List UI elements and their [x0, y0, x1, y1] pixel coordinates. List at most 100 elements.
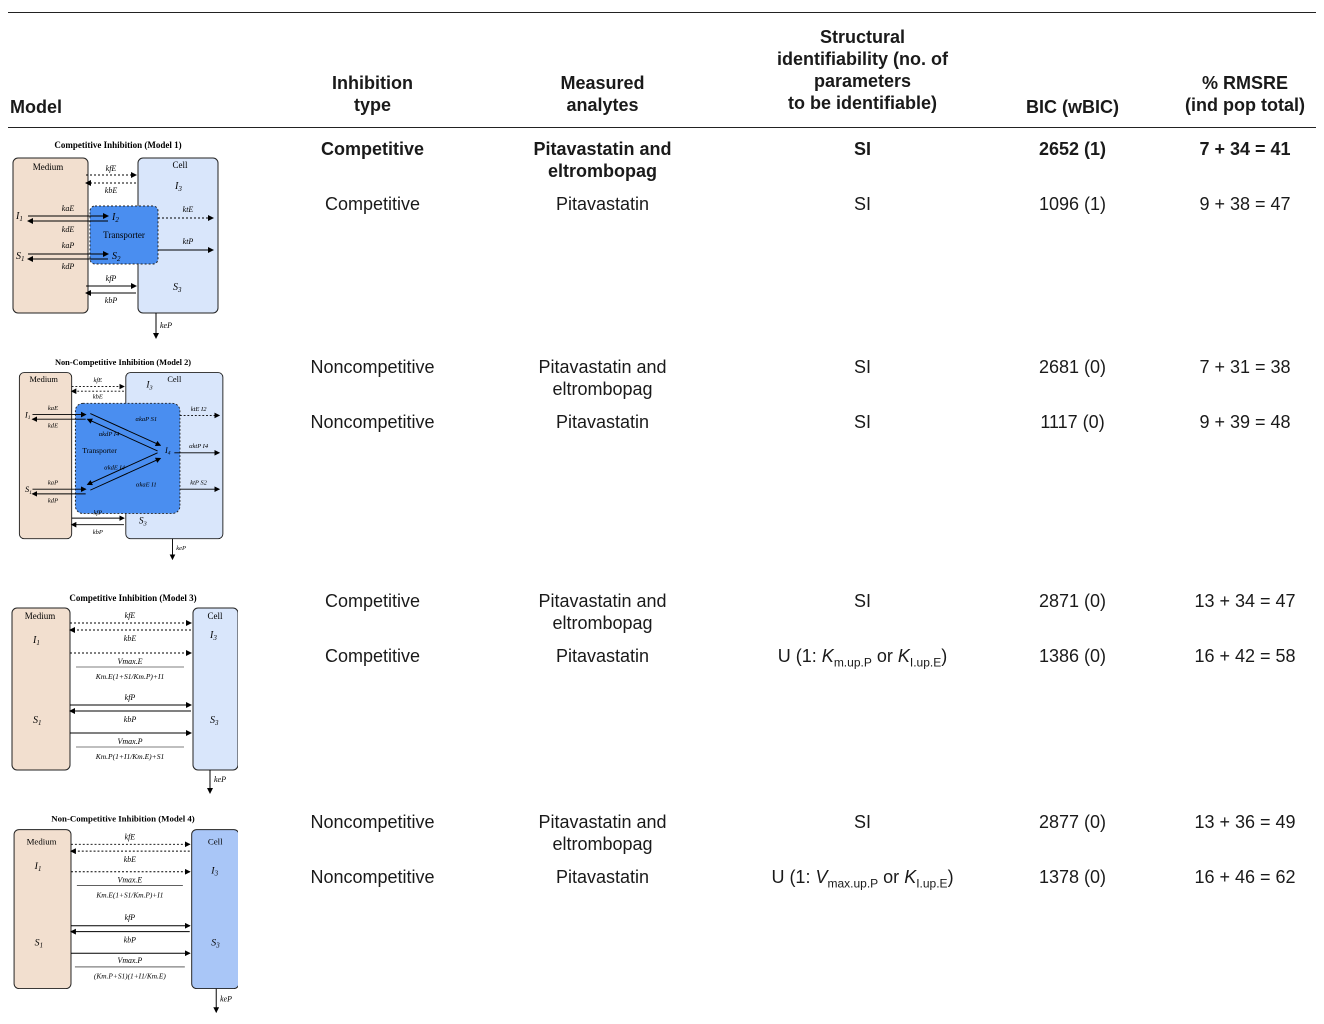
header-structural-identifiability: Structural identifiability (no. of param… [777, 27, 948, 113]
m1-r1-rmsre: 7 + 34 = 41 [1199, 139, 1291, 159]
model-4-S3: S3 [211, 937, 220, 949]
model-3-kbE: kbE [124, 634, 137, 643]
m3-r1-bic: 2871 (0) [1038, 591, 1107, 611]
m1-r1-inhibition: Competitive [320, 139, 425, 159]
m4-r2-inhibition: Noncompetitive [310, 867, 435, 887]
m2-r1-bic: 2681 (0) [1038, 357, 1107, 377]
m2-r2-inhibition: Noncompetitive [310, 412, 435, 432]
m3-r2-bic: 1386 (0) [1038, 646, 1107, 666]
m3-si-s1: m.up.P [833, 655, 872, 670]
model-2-kbE: kbE [93, 394, 103, 401]
model-1-cell-label: Cell [173, 160, 188, 170]
model-2-akaP-S1: αkaP S1 [136, 416, 158, 423]
m3-r1-rmsre: 13 + 34 = 47 [1194, 591, 1296, 611]
model-4-cell-box [191, 829, 238, 990]
model-3-cell-label: Cell [208, 611, 223, 621]
m1-r2-si: SI [853, 194, 871, 214]
m4-r1-analytes: Pitavastatin and eltrombopag [538, 812, 667, 854]
m3-r1-inhibition: Competitive [324, 591, 421, 611]
m4-si-p2: K [904, 867, 917, 887]
model-2-aktP-I4: αktP I4 [189, 443, 209, 450]
model-2-diagram: Non-Competitive Inhibition (Model 2) Med… [18, 358, 224, 561]
m3-si-post: ) [941, 646, 948, 666]
m3-si-p2: K [897, 646, 910, 666]
m4-r2-rmsre: 16 + 46 = 62 [1194, 867, 1296, 887]
m3-si-s2: I.up.E [909, 655, 942, 670]
m2-r1-si: SI [853, 357, 871, 377]
model-1-kbP: kbP [105, 296, 118, 305]
model-3-S1: S1 [33, 715, 42, 727]
m4-si-s2: I.up.E [916, 876, 948, 891]
model-4-medium-box [13, 829, 72, 990]
model-3-medium-label: Medium [25, 611, 56, 621]
model-3-S3: S3 [210, 715, 219, 727]
model-3-keP: keP [214, 775, 226, 784]
model-2-keP: keP [176, 545, 186, 552]
m4-r2-si: U (1: Vmax.up.P or KI.up.E) [745, 866, 980, 895]
model-2-kfE: kfE [93, 377, 102, 384]
model-2-kbP: kbP [93, 529, 103, 536]
model-2-medium-label: Medium [29, 375, 58, 384]
m2-r2-rmsre: 9 + 39 = 48 [1199, 412, 1291, 432]
m3-r1-analytes: Pitavastatin and eltrombopag [538, 591, 667, 633]
model-1-title: Competitive Inhibition (Model 1) [54, 140, 181, 150]
model-4-kfE: kfE [125, 832, 136, 841]
model-1-diagram: Competitive Inhibition (Model 1) Medium … [12, 140, 219, 339]
header-measured-analytes: Measured analytes [560, 73, 645, 115]
model-2-ktP-S2: ktP S2 [190, 480, 207, 487]
model-1-I1: I1 [15, 211, 23, 223]
model-1-kfE: kfE [106, 164, 117, 173]
model-1-ktP: ktP [183, 237, 194, 246]
m4-r1-bic: 2877 (0) [1038, 812, 1107, 832]
model-2-akdP-I4: αkdP I4 [99, 431, 120, 438]
m3-r2-rmsre: 16 + 42 = 58 [1194, 646, 1296, 666]
m4-si-post: ) [947, 867, 954, 887]
m2-r2-analytes: Pitavastatin [555, 412, 650, 432]
m4-si-mid: or [878, 867, 905, 887]
model-1-medium-box [12, 157, 89, 314]
m4-si-pre: U (1: [771, 867, 816, 887]
header-model: Model [10, 97, 62, 117]
m1-r2-inhibition: Competitive [324, 194, 421, 214]
table-top-rule [8, 12, 1316, 13]
model-1-medium-label: Medium [33, 162, 64, 172]
m3-r2-inhibition: Competitive [324, 646, 421, 666]
model-1-ktE: ktE [183, 205, 194, 214]
model-2-I1: I1 [24, 410, 31, 421]
model-3-diagram: Competitive Inhibition (Model 3) Medium … [11, 593, 238, 794]
m4-r1-rmsre: 13 + 36 = 49 [1194, 812, 1296, 832]
model-2-akdE-I4: αkdE I4 [104, 465, 125, 472]
model-2-transporter-label: Transporter [82, 446, 117, 455]
model-1-kfP: kfP [106, 274, 117, 283]
model-4-medium-label: Medium [27, 836, 57, 846]
model-2-S3: S3 [139, 517, 148, 528]
m3-r2-si: U (1: Km.up.P or KI.up.E) [745, 645, 980, 674]
m4-r2-analytes: Pitavastatin [555, 867, 650, 887]
model-4-cell-label: Cell [208, 836, 223, 846]
m1-r1-si: SI [853, 139, 871, 159]
model-4-kbP: kbP [124, 935, 136, 944]
model-4-I1: I1 [34, 861, 42, 873]
model-2-medium-box [18, 372, 73, 540]
model-4-denE: Km.E(1+S1/Km.P)+I1 [95, 890, 163, 899]
table-header-rule [8, 127, 1316, 128]
m3-r2-analytes: Pitavastatin [555, 646, 650, 666]
m3-si-mid: or [871, 646, 898, 666]
model-3-I1: I1 [32, 635, 40, 647]
m4-r2-bic: 1378 (0) [1038, 867, 1107, 887]
model-1-kdE: kdE [62, 225, 75, 234]
model-4-vmaxP: Vmax.P [118, 956, 143, 965]
model-3-kfP: kfP [125, 693, 136, 702]
model-2-kaE: kaE [48, 405, 58, 412]
model-2-kfP: kfP [93, 509, 102, 516]
model-4-vmaxE: Vmax.E [118, 876, 143, 885]
model-4-title: Non-Competitive Inhibition (Model 4) [51, 814, 195, 824]
model-3-I3: I3 [209, 630, 217, 642]
model-2-kdE: kdE [48, 423, 58, 430]
model-3-denP: Km.P(1+I1/Km.E)+S1 [95, 752, 164, 761]
model-4-kfP: kfP [125, 913, 136, 922]
model-2-title: Non-Competitive Inhibition (Model 2) [55, 358, 191, 367]
m2-r2-bic: 1117 (0) [1040, 412, 1105, 432]
m3-r1-si: SI [853, 591, 871, 611]
m1-r1-bic: 2652 (1) [1038, 139, 1107, 159]
